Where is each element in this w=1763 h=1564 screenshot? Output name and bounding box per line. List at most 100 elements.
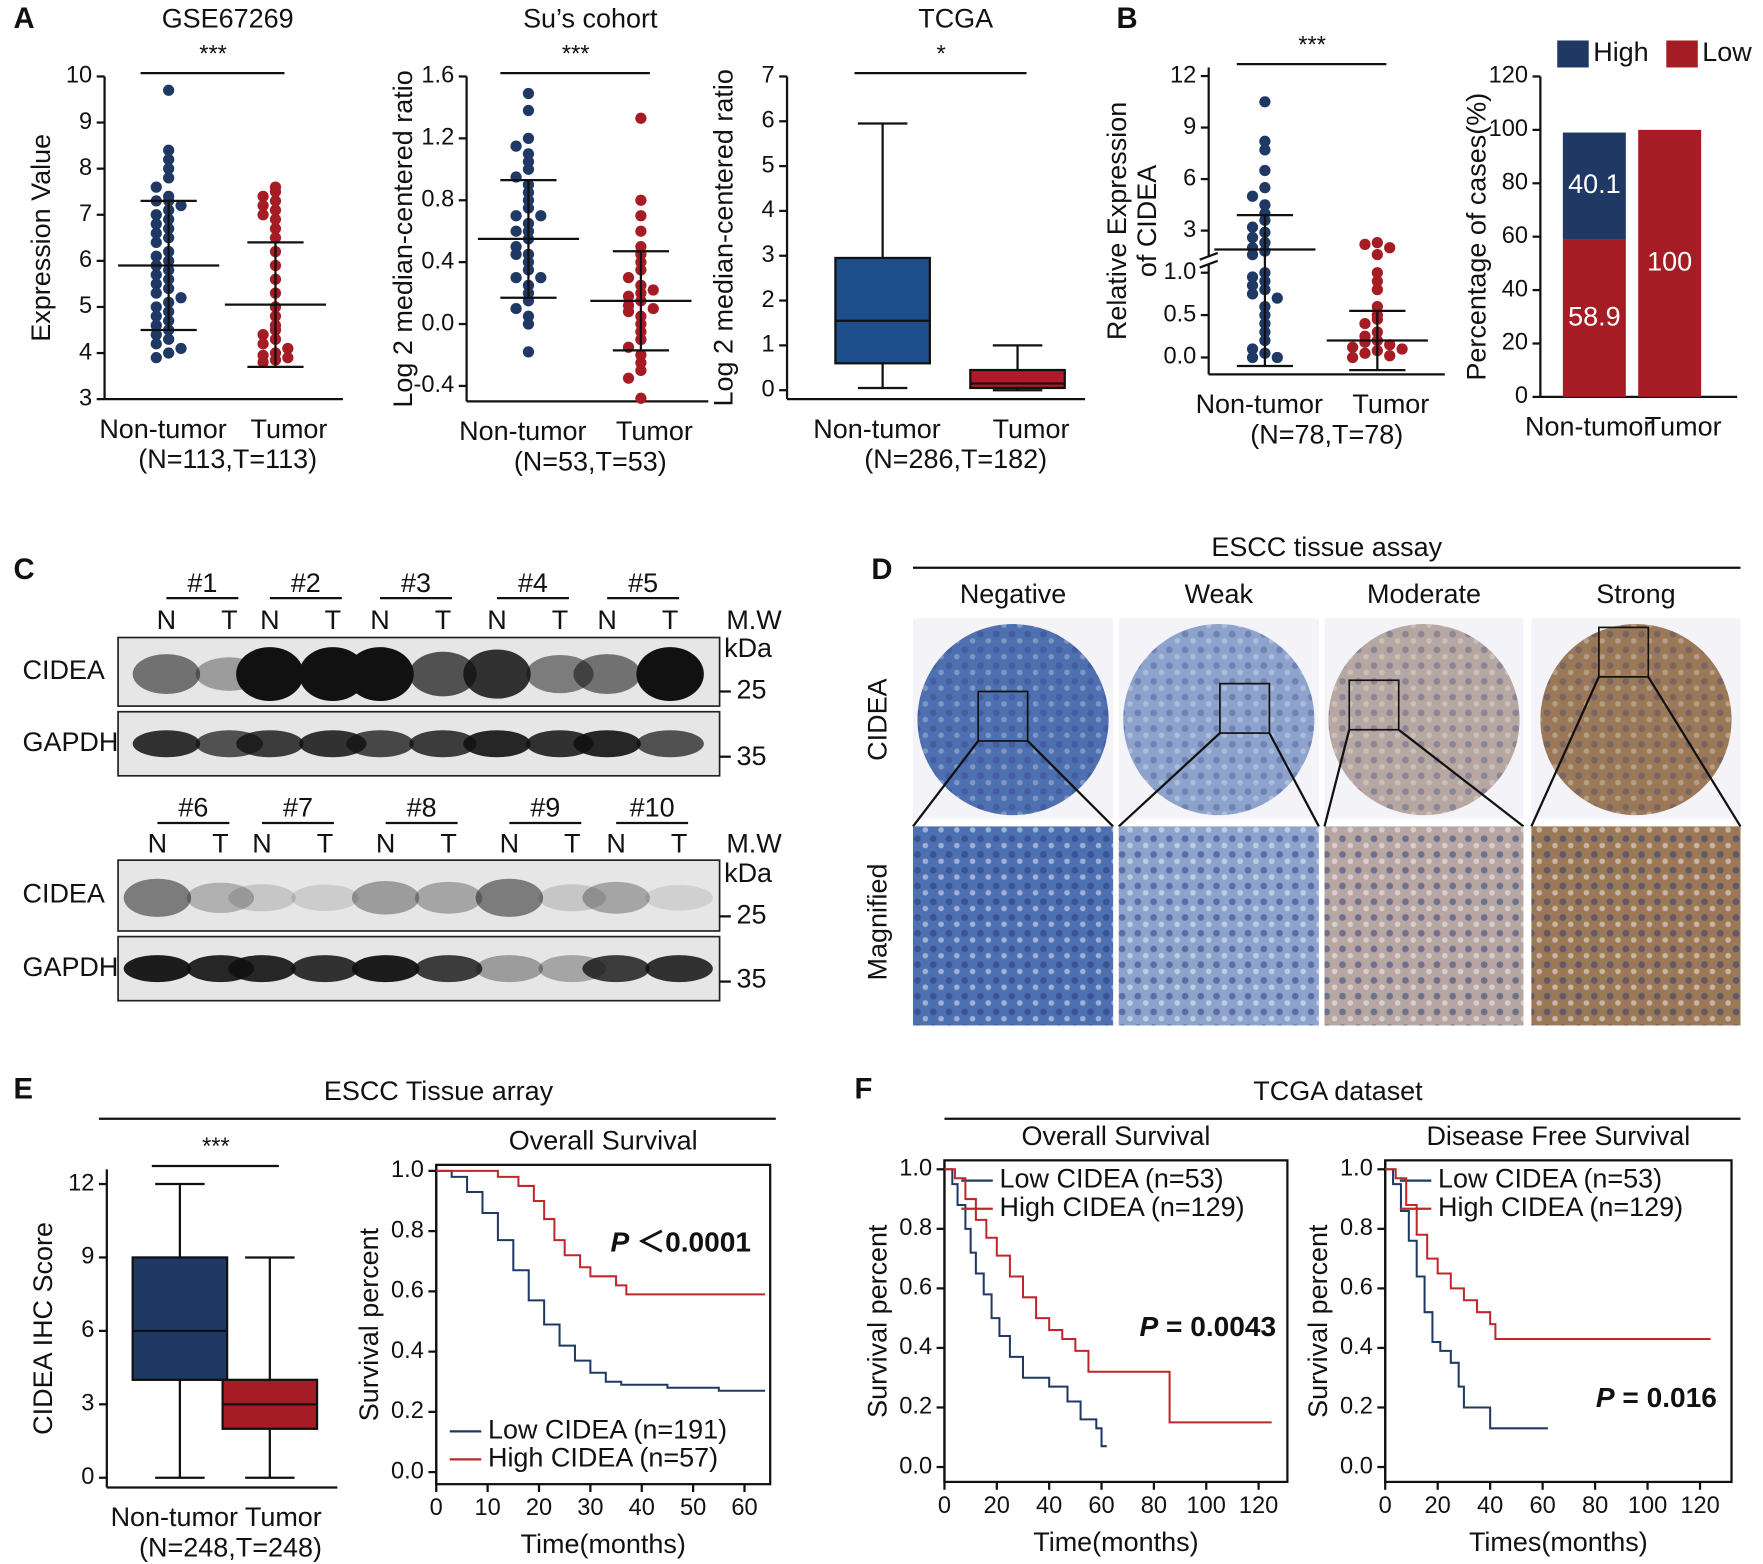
lane-label: N	[157, 605, 176, 635]
data-point	[522, 87, 535, 100]
x-tick-label: 20	[526, 1495, 552, 1521]
sample-label: #7	[283, 793, 313, 823]
data-point	[1271, 351, 1283, 364]
legend-swatch	[1557, 40, 1589, 68]
y-tick-label: 0	[81, 1464, 94, 1490]
data-point	[257, 209, 269, 221]
p-value: P = 0.0043	[1139, 1311, 1276, 1342]
lane-label: T	[435, 605, 451, 635]
chart-title: Su’s cohort	[523, 3, 658, 33]
data-point	[1346, 341, 1359, 353]
data-point	[510, 225, 522, 237]
y-tick-label: 4	[762, 197, 775, 223]
marker-label: 25	[736, 899, 766, 929]
ihc-texture	[1531, 826, 1741, 1026]
band	[228, 955, 296, 983]
data-point	[150, 236, 162, 249]
data-point	[1246, 343, 1259, 355]
y-tick-label: 0	[1515, 383, 1528, 409]
band	[636, 730, 704, 758]
data-point	[1359, 317, 1371, 330]
p-text: ＜0.0001	[637, 1227, 751, 1258]
significance: ***	[202, 1134, 230, 1160]
lane-label: N	[376, 829, 395, 859]
section-title: ESCC Tissue array	[324, 1076, 554, 1106]
ihc-texture	[1328, 624, 1520, 816]
y-tick-label: 0.5	[1163, 301, 1196, 327]
lane-label: N	[370, 605, 389, 635]
section-title: TCGA dataset	[1253, 1076, 1423, 1106]
data-point	[282, 342, 294, 355]
y-tick-label: -0.4	[414, 372, 455, 398]
data-point	[175, 292, 187, 304]
chart-title: Overall Survival	[1022, 1121, 1211, 1151]
data-point	[1359, 238, 1371, 250]
y-tick-label: 1	[762, 332, 775, 358]
data-point	[163, 172, 175, 184]
y-tick-label: 0.0	[391, 1458, 424, 1484]
data-point	[150, 269, 162, 281]
x-note: (N=248,T=248)	[139, 1533, 322, 1563]
data-point	[1384, 350, 1396, 362]
y-tick-label: 3	[79, 385, 92, 411]
y-tick-label: 0.0	[1340, 1453, 1373, 1479]
lane-label: T	[662, 605, 678, 635]
chart-title: TCGA	[918, 3, 993, 33]
plot-frame	[943, 1159, 1289, 1484]
y-tick-label: 1.0	[1163, 259, 1196, 285]
zoom-line	[1647, 676, 1742, 828]
y-tick-label: 6	[1183, 165, 1196, 191]
x-axis-label: Times(months)	[1469, 1527, 1648, 1557]
legend-swatch	[1666, 40, 1698, 68]
y-tick-label: 0.0	[1163, 344, 1196, 370]
data-point	[1271, 292, 1283, 304]
sample-label: #10	[630, 793, 675, 823]
protein-label: CIDEA	[22, 879, 104, 909]
band	[346, 730, 414, 758]
x-note: (N=286,T=182)	[864, 444, 1047, 474]
band	[526, 654, 594, 694]
x-tick-label: 0	[1379, 1493, 1392, 1519]
panel-label: A	[13, 3, 34, 35]
band	[291, 955, 359, 983]
data-point	[1371, 300, 1383, 313]
x-tick-label: 50	[680, 1495, 706, 1521]
x-tick-label: 0	[430, 1495, 443, 1521]
x-note: (N=78,T=78)	[1250, 419, 1403, 449]
ihc-column-label: Strong	[1596, 579, 1675, 609]
x-tick-label: 10	[474, 1495, 500, 1521]
band	[414, 881, 483, 914]
lane-label: T	[221, 605, 237, 635]
y-axis-label: CIDEA IHC Score	[28, 1222, 58, 1435]
y-tick-label: 7	[762, 63, 775, 89]
data-point	[522, 318, 535, 330]
x-tick-label: Tumor	[251, 414, 328, 444]
band	[463, 649, 531, 699]
data-point	[622, 271, 635, 284]
zoom-line	[1268, 732, 1320, 827]
significance: ***	[562, 41, 590, 67]
protein-label: GAPDH	[22, 952, 118, 982]
value-label: 100	[1647, 247, 1692, 277]
chart-title: Disease Free Survival	[1426, 1121, 1690, 1151]
data-point	[1371, 275, 1383, 287]
band	[132, 654, 201, 694]
p-symbol: P	[1596, 1382, 1615, 1413]
y-tick-label: 12	[1170, 62, 1196, 88]
data-point	[635, 194, 647, 206]
ihc-texture	[912, 826, 1114, 1026]
significance: *	[936, 41, 945, 67]
y-tick-label: 0	[762, 376, 775, 402]
ihc-texture	[1324, 826, 1524, 1026]
x-tick-label: 60	[731, 1495, 757, 1521]
sample-label: #2	[291, 568, 321, 598]
data-point	[635, 357, 647, 369]
data-point	[163, 163, 175, 175]
legend-label: Low	[1702, 37, 1752, 67]
data-point	[622, 290, 635, 302]
data-point	[635, 225, 647, 237]
chart-title: GSE67269	[162, 3, 294, 33]
data-point	[1371, 267, 1383, 279]
ihc-title: ESCC tissue assay	[1211, 532, 1442, 562]
